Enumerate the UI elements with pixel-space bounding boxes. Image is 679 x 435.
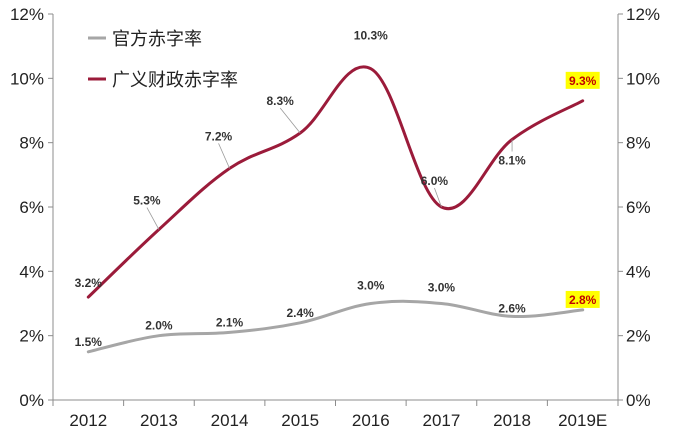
x-tick-label: 2019E (558, 411, 607, 430)
data-label: 8.3% (267, 94, 295, 108)
left-y-tick-label: 6% (19, 198, 44, 217)
x-tick-label: 2014 (211, 411, 249, 430)
x-tick-label: 2018 (493, 411, 531, 430)
data-label: 3.0% (428, 281, 456, 295)
label-leader-line (279, 107, 301, 134)
highlight-box (565, 71, 600, 89)
data-label: 2.4% (287, 306, 315, 320)
right-y-tick-label: 4% (626, 262, 651, 281)
data-label: 7.2% (205, 129, 233, 143)
data-label: 2.6% (498, 301, 526, 315)
highlight-box (565, 290, 600, 308)
right-y-tick-label: 10% (626, 69, 660, 88)
x-tick-label: 2017 (423, 411, 461, 430)
data-label: 10.3% (354, 29, 388, 43)
data-label: 1.5% (75, 335, 103, 349)
data-label: 8.1% (498, 153, 526, 167)
left-y-tick-label: 10% (10, 69, 44, 88)
x-tick-label: 2015 (281, 411, 319, 430)
x-axis-ticks: 2012 2013 2014 2015 2016 2017 2018 2019E (52, 400, 619, 430)
data-label: 6.0% (421, 174, 449, 188)
label-leader-line (146, 207, 160, 230)
x-tick-label: 2016 (352, 411, 390, 430)
data-label: 2.0% (145, 319, 173, 333)
left-y-tick-label: 8% (19, 134, 44, 153)
right-y-axis-ticks: 0% 2% 4% 6% 8% 10% 12% (618, 5, 660, 410)
data-label: 3.2% (75, 276, 103, 290)
left-y-tick-label: 0% (19, 391, 44, 410)
data-label: 3.0% (357, 279, 385, 293)
data-label: 2.1% (216, 315, 244, 329)
series-lines (86, 65, 585, 354)
left-y-tick-label: 12% (10, 5, 44, 24)
data-label: 2.8% (569, 293, 597, 307)
series-line-broad (86, 65, 585, 299)
label-leader-line (434, 187, 442, 208)
label-leader-line (218, 143, 230, 169)
legend-label: 广义财政赤字率 (112, 70, 238, 91)
data-label: 9.3% (569, 74, 597, 88)
x-tick-label: 2012 (69, 411, 107, 430)
left-y-tick-label: 2% (19, 327, 44, 346)
left-y-tick-label: 4% (19, 262, 44, 281)
right-y-tick-label: 6% (626, 198, 651, 217)
right-y-tick-label: 0% (626, 391, 651, 410)
right-y-tick-label: 2% (626, 327, 651, 346)
series-line-official (86, 299, 585, 354)
right-y-tick-label: 8% (626, 134, 651, 153)
data-label: 5.3% (133, 194, 161, 208)
legend-label: 官方赤字率 (112, 29, 202, 50)
x-tick-label: 2013 (140, 411, 178, 430)
right-y-tick-label: 12% (626, 5, 660, 24)
left-y-axis-ticks: 0% 2% 4% 6% 8% 10% 12% (10, 5, 53, 410)
data-labels: 1.5% 2.0% 2.1% 2.4% 3.0% 3.0% 2.6% 2.8% 3.2% 5.3%… (75, 29, 600, 349)
